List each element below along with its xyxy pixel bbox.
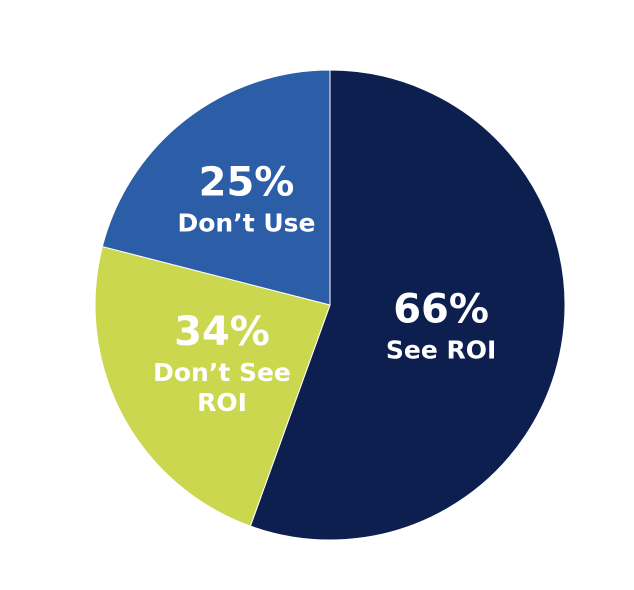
pie-slices — [94, 69, 566, 541]
slice-category-label-dont-see-roi-0: Don’t See — [153, 358, 291, 387]
pie-slice-see-roi — [249, 69, 566, 541]
slice-value-label-dont-see-roi: 34% — [174, 309, 270, 355]
slice-value-label-see-roi: 66% — [393, 286, 489, 332]
slice-category-label-dont-see-roi-1: ROI — [197, 388, 247, 417]
pie-slice-dont-see-roi — [94, 245, 331, 527]
slice-category-label-see-roi-0: See ROI — [386, 335, 496, 364]
pie-slice-dont-use — [101, 69, 331, 306]
slice-category-label-dont-use-0: Don’t Use — [177, 208, 315, 237]
slice-value-label-dont-use: 25% — [199, 159, 295, 205]
